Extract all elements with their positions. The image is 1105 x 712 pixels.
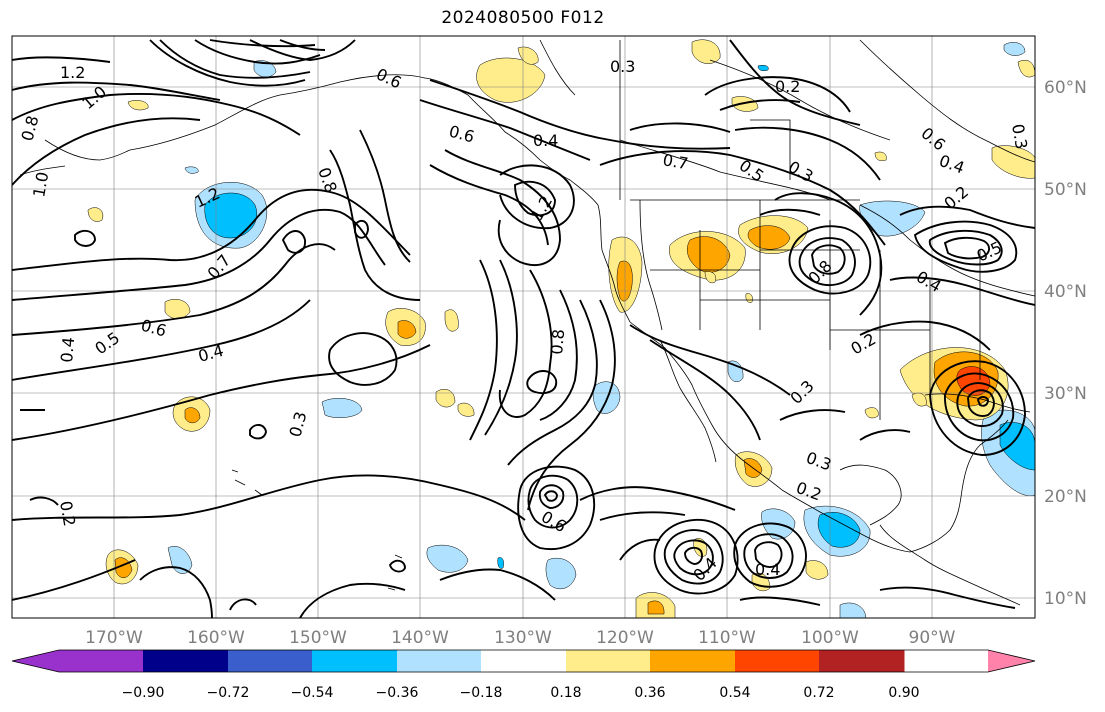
lon-label: 140°W: [391, 628, 449, 648]
colorbar-segment: [819, 650, 905, 672]
contour-label: 0.2: [56, 499, 79, 527]
colorbar-tick-label: 0.36: [634, 685, 665, 701]
lon-label: 110°W: [698, 628, 756, 648]
colorbar-extend-low: [12, 650, 59, 672]
colorbar-tick-label: −0.90: [122, 685, 165, 701]
contour-label: 0.7: [661, 150, 689, 173]
colorbar-tick-label: 0.72: [803, 685, 834, 701]
colorbar-tick-label: −0.36: [376, 685, 419, 701]
colorbar-segment: [59, 650, 143, 672]
colorbar-tick-label: 0.90: [888, 685, 919, 701]
map-frame: [11, 35, 1036, 619]
lon-label: 130°W: [494, 628, 552, 648]
contour-label: 0.4: [57, 336, 78, 363]
contour-label: 0.3: [1008, 122, 1031, 150]
lat-label: 10°N: [1044, 589, 1087, 609]
shaded-field: [87, 39, 1035, 618]
colorbar-segment: [228, 650, 313, 672]
colorbar-outline: [11, 649, 1036, 673]
contour-label: 0.4: [755, 560, 780, 579]
graticule: [12, 36, 1035, 618]
contour-label: 0.4: [533, 131, 558, 150]
colorbar-tick-label: 0.18: [550, 685, 581, 701]
colorbar-segment: [397, 650, 482, 672]
chart-title: 2024080500 F012: [441, 8, 605, 28]
colorbar-tick-label: −0.72: [207, 685, 250, 701]
lat-label: 30°N: [1044, 384, 1087, 404]
lon-label: 90°W: [909, 628, 956, 648]
colorbar-tick-label: −0.54: [291, 685, 334, 701]
contour-label: 0.2: [775, 77, 800, 96]
lon-label: 150°W: [289, 628, 347, 648]
colorbar-ticks: −0.90 −0.72 −0.54 −0.36 −0.18 0.18 0.36 …: [122, 685, 920, 701]
lat-label: 60°N: [1044, 78, 1087, 98]
lon-label: 170°W: [85, 628, 143, 648]
colorbar-segment: [312, 650, 398, 672]
colorbar-segment: [566, 650, 651, 672]
colorbar-segment: [735, 650, 820, 672]
colorbar-tick-label: 0.54: [719, 685, 750, 701]
contour-lines: [12, 39, 1035, 618]
colorbar-segment: [481, 650, 567, 672]
contour-label: 1.2: [60, 63, 85, 82]
latitude-axis: 60°N 50°N 40°N 30°N 20°N 10°N: [1044, 78, 1087, 609]
contour-label: 1.0: [29, 170, 52, 198]
lat-label: 50°N: [1044, 180, 1087, 200]
colorbar-segment: [650, 650, 736, 672]
colorbar-segment: [143, 650, 229, 672]
lat-label: 40°N: [1044, 282, 1087, 302]
colorbar-extend-high: [988, 650, 1035, 672]
map-panel: 1.2 1.0 0.8 1.0 1.2 0.7 0.6 0.5 0.4 0.4 …: [12, 36, 1035, 618]
contour-label: 0.3: [610, 57, 635, 76]
lon-label: 120°W: [596, 628, 654, 648]
longitude-axis: 170°W 160°W 150°W 140°W 130°W 120°W 110°…: [85, 628, 956, 648]
colorbar-tick-label: −0.18: [460, 685, 503, 701]
colorbar: [11, 649, 1036, 673]
lon-label: 160°W: [187, 628, 245, 648]
lat-label: 20°N: [1044, 487, 1087, 507]
lon-label: 100°W: [801, 628, 859, 648]
contour-label: 0.8: [547, 328, 568, 355]
